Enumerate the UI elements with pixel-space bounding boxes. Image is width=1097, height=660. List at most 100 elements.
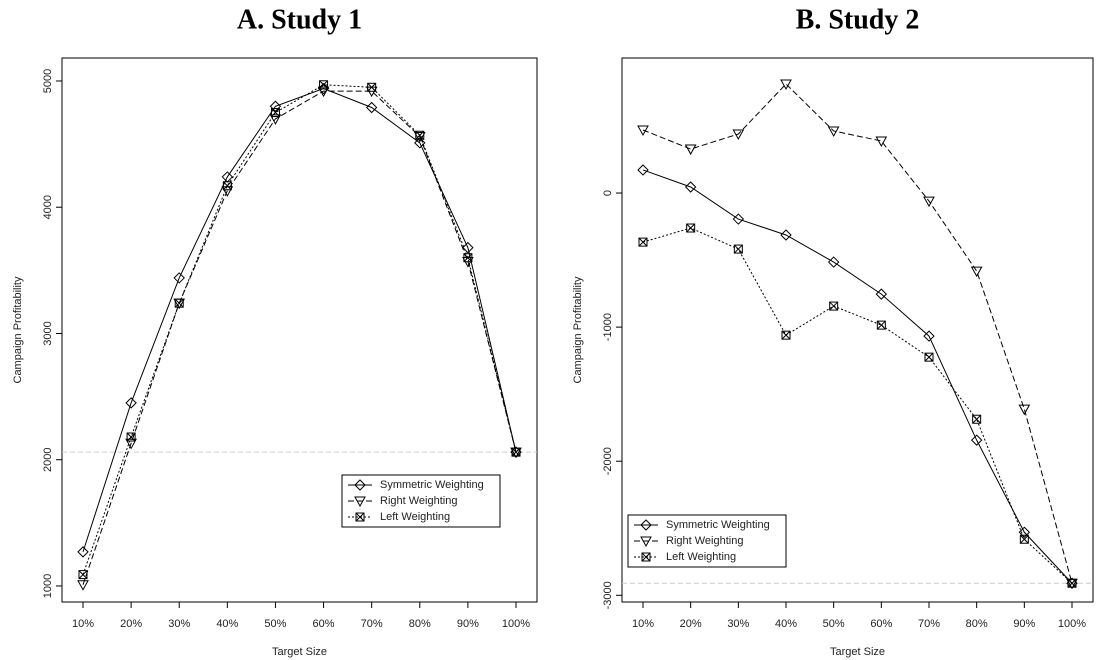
y-tick-label: 1000 (42, 574, 54, 598)
marker-cross (367, 82, 377, 92)
marker-cross (638, 237, 648, 247)
marker-cross (355, 512, 365, 522)
marker (827, 256, 840, 268)
x-tick-label: 100% (1058, 618, 1086, 630)
series-line (642, 169, 1073, 584)
y-tick-label: 3000 (42, 321, 54, 345)
marker (511, 447, 521, 457)
marker (780, 229, 792, 241)
series-line (82, 84, 517, 575)
x-tick-label: 10% (72, 618, 94, 630)
marker-cross (415, 130, 425, 140)
marker (415, 130, 425, 140)
marker-box (876, 320, 886, 330)
marker-cross (924, 352, 934, 362)
x-tick-label: 40% (216, 618, 238, 630)
x-axis-label: Target Size (830, 646, 885, 658)
marker-box (415, 130, 425, 140)
marker (1018, 404, 1031, 416)
series-line (82, 88, 517, 553)
x-tick-label: 80% (409, 618, 431, 630)
marker (354, 496, 366, 508)
marker (1067, 578, 1077, 588)
marker (733, 244, 743, 254)
legend-label: Left Weighting (380, 511, 450, 523)
marker-box (781, 330, 791, 340)
x-tick-label: 90% (457, 618, 479, 630)
marker (269, 114, 282, 125)
marker-box (511, 447, 521, 457)
marker (924, 352, 934, 362)
legend-label: Right Weighting (380, 495, 457, 507)
y-tick-label: -2000 (602, 447, 614, 475)
marker-box (972, 414, 982, 424)
marker-box (641, 552, 651, 562)
marker (126, 432, 136, 442)
marker (684, 181, 697, 193)
marker (367, 82, 377, 92)
x-tick-label: 70% (361, 618, 383, 630)
marker (970, 266, 983, 278)
marker-cross (126, 432, 136, 442)
series (638, 223, 1077, 588)
y-tick-label: 4000 (42, 195, 54, 219)
series (637, 79, 1078, 590)
series (78, 80, 521, 580)
marker-box (1019, 534, 1029, 544)
marker (125, 397, 137, 409)
marker (77, 580, 89, 591)
marker-box (463, 253, 473, 263)
marker-box (924, 352, 934, 362)
x-tick-label: 50% (823, 618, 845, 630)
marker-cross (876, 320, 886, 330)
y-tick-label: 0 (602, 190, 614, 196)
x-tick-label: 100% (502, 618, 530, 630)
series-line (82, 90, 517, 585)
x-tick-label: 60% (313, 618, 335, 630)
marker (317, 86, 330, 98)
marker-cross (972, 414, 982, 424)
x-tick-label: 60% (870, 618, 892, 630)
marker (641, 552, 651, 562)
x-tick-label: 10% (632, 618, 654, 630)
marker (78, 570, 88, 580)
marker-box (367, 82, 377, 92)
x-tick-label: 30% (727, 618, 749, 630)
legend: Symmetric Weighting Right Weighting Left W… (627, 514, 787, 568)
marker-cross (271, 108, 280, 117)
x-axis-label: Target Size (272, 646, 327, 658)
marker-cross (1019, 534, 1029, 544)
marker (972, 414, 982, 424)
marker (1018, 526, 1031, 538)
marker-box (733, 244, 743, 254)
marker-cross (222, 181, 232, 191)
marker (923, 330, 935, 342)
marker (684, 144, 697, 156)
marker-box (829, 301, 839, 311)
marker-cross (829, 301, 839, 311)
marker (319, 80, 329, 90)
marker-cross (174, 298, 184, 308)
marker (876, 320, 886, 330)
marker (414, 137, 426, 149)
marker (781, 330, 791, 340)
y-tick-label: 5000 (42, 69, 54, 93)
x-tick-label: 80% (966, 618, 988, 630)
marker-box (222, 181, 232, 191)
marker (77, 546, 89, 558)
x-tick-label: 20% (120, 618, 142, 630)
marker-cross (511, 447, 521, 457)
marker (413, 132, 426, 143)
marker (174, 298, 184, 308)
y-axis-label: Campaign Profitability (572, 276, 584, 383)
marker-box (638, 237, 648, 247)
marker (637, 125, 649, 137)
marker (640, 519, 652, 531)
legend-label: Right Weighting (666, 535, 743, 547)
plot-frame (61, 57, 538, 603)
marker-box (78, 570, 88, 580)
marker-cross (733, 244, 743, 254)
marker (125, 438, 137, 450)
series-line (642, 83, 1073, 584)
